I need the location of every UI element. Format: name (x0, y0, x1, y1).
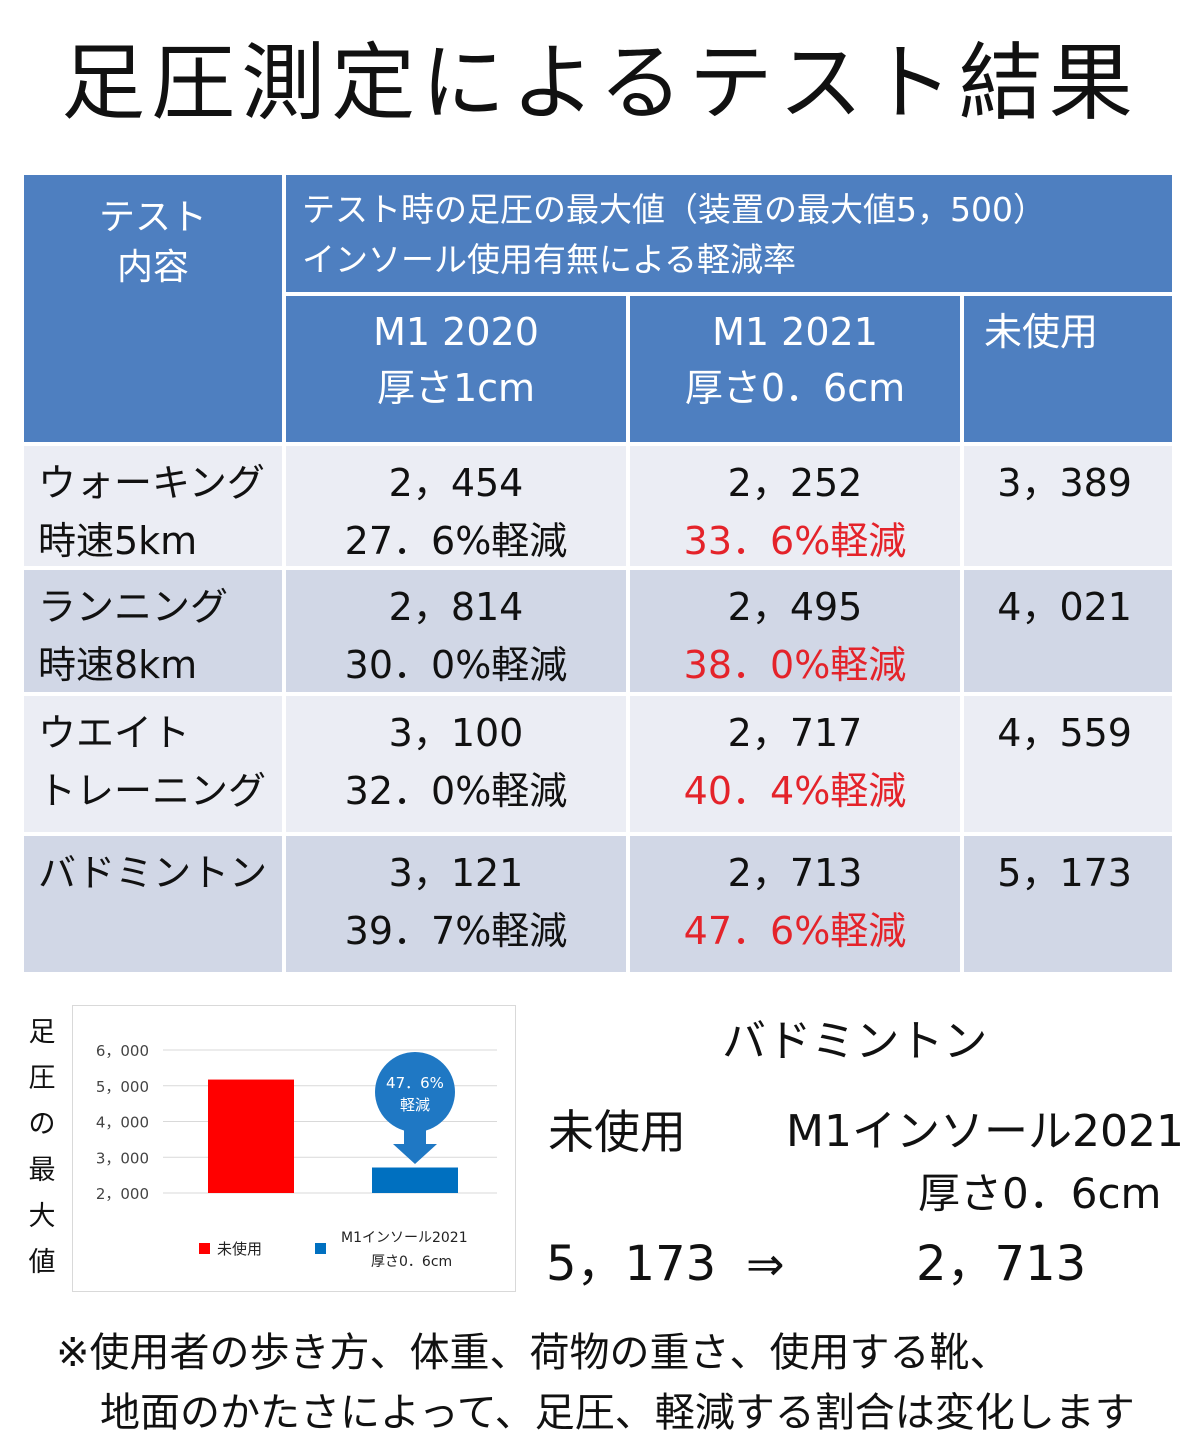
chart-y-tick-label: 6，000 (96, 1042, 149, 1060)
cell-badminton-unused: 5，173 (964, 836, 1172, 972)
chart-y-axis-label: 足圧の最大値 (22, 1010, 62, 1286)
cell-badminton-m2020: 3，121 39．7%軽減 (286, 836, 626, 972)
row-name-badminton: バドミントン (24, 836, 282, 972)
reduction-callout-percent: 47．6% (386, 1074, 444, 1092)
legend-label-thickness: 厚さ0．6cm (371, 1254, 452, 1270)
chart-y-axis-label-char: 圧 (28, 1063, 56, 1094)
cell-weight-unused: 4，559 (964, 696, 1172, 832)
reduction-arrow-icon (393, 1126, 437, 1164)
row-name-walking: ウォーキング 時速5km (24, 446, 282, 566)
header-test-content: テスト 内容 (24, 175, 282, 442)
cell-walking-m2021: 2，252 33．6%軽減 (630, 446, 960, 566)
row-name-weight-training: ウエイト トレーニング (24, 696, 282, 832)
summary-unused-value: 5，173 (546, 1236, 717, 1292)
cell-badminton-m2021: 2，713 47．6%軽減 (630, 836, 960, 972)
cell-running-m2021: 2，495 38．0%軽減 (630, 570, 960, 692)
header-max-pressure: テスト時の足圧の最大値（装置の最大値5，500） インソール使用有無による軽減率 (286, 175, 1172, 292)
chart-bar-m1-2021 (372, 1167, 458, 1193)
summary-arrow: ⇒ (746, 1237, 785, 1291)
summary-unused-label: 未使用 (548, 1105, 686, 1159)
legend-label-unused: 未使用 (217, 1240, 262, 1258)
page-title: 足圧測定によるテスト結果 (61, 34, 1139, 132)
cell-weight-m2021: 2，717 40．4%軽減 (630, 696, 960, 832)
note-line-2: 地面のかたさによって、足圧、軽減する割合は変化します (100, 1390, 1135, 1436)
reduction-callout-label: 軽減 (400, 1096, 430, 1114)
cell-walking-m2020: 2，454 27．6%軽減 (286, 446, 626, 566)
chart-bar-unused (208, 1079, 294, 1193)
chart-y-axis-label-char: 足 (28, 1017, 56, 1048)
chart-y-axis-label-char: 最 (28, 1155, 56, 1186)
cell-running-unused: 4，021 (964, 570, 1172, 692)
chart-y-tick-label: 2，000 (96, 1185, 149, 1203)
bar-chart: 2，000 3，000 4，000 5，000 6，000 47．6% 軽減未使用 M1インソ… (72, 1005, 516, 1292)
summary-m1-value: 2，713 (916, 1236, 1087, 1292)
legend-swatch-m1-2021 (315, 1243, 326, 1254)
chart-y-tick-label: 5，000 (96, 1078, 149, 1096)
reduction-callout-bubble (375, 1052, 455, 1132)
chart-y-tick-label: 3，000 (96, 1149, 149, 1167)
note-line-1: ※使用者の歩き方、体重、荷物の重さ、使用する靴、 (56, 1330, 1010, 1376)
row-name-running: ランニング 時速8km (24, 570, 282, 692)
summary-thickness: 厚さ0．6cm (918, 1169, 1162, 1218)
chart-y-axis-label-char: 値 (28, 1247, 56, 1278)
chart-y-axis-label-char: の (28, 1109, 56, 1140)
cell-walking-unused: 3，389 (964, 446, 1172, 566)
header-m1-2021: M1 2021 厚さ0．6cm (630, 296, 960, 442)
cell-running-m2020: 2，814 30．0%軽減 (286, 570, 626, 692)
chart-y-tick-label: 4，000 (96, 1114, 149, 1132)
results-table: テスト 内容 テスト時の足圧の最大値（装置の最大値5，500） インソール使用有… (24, 175, 1172, 979)
header-unused: 未使用 (964, 296, 1172, 442)
chart-y-axis-label-char: 大 (28, 1201, 56, 1232)
legend-label-m1: M1インソール2021 (341, 1230, 468, 1246)
legend-swatch-unused (199, 1243, 210, 1254)
summary-m1-label: M1インソール2021 (786, 1106, 1184, 1157)
cell-weight-m2020: 3，100 32．0%軽減 (286, 696, 626, 832)
summary-title: バドミントン (722, 1016, 988, 1067)
header-m1-2020: M1 2020 厚さ1cm (286, 296, 626, 442)
